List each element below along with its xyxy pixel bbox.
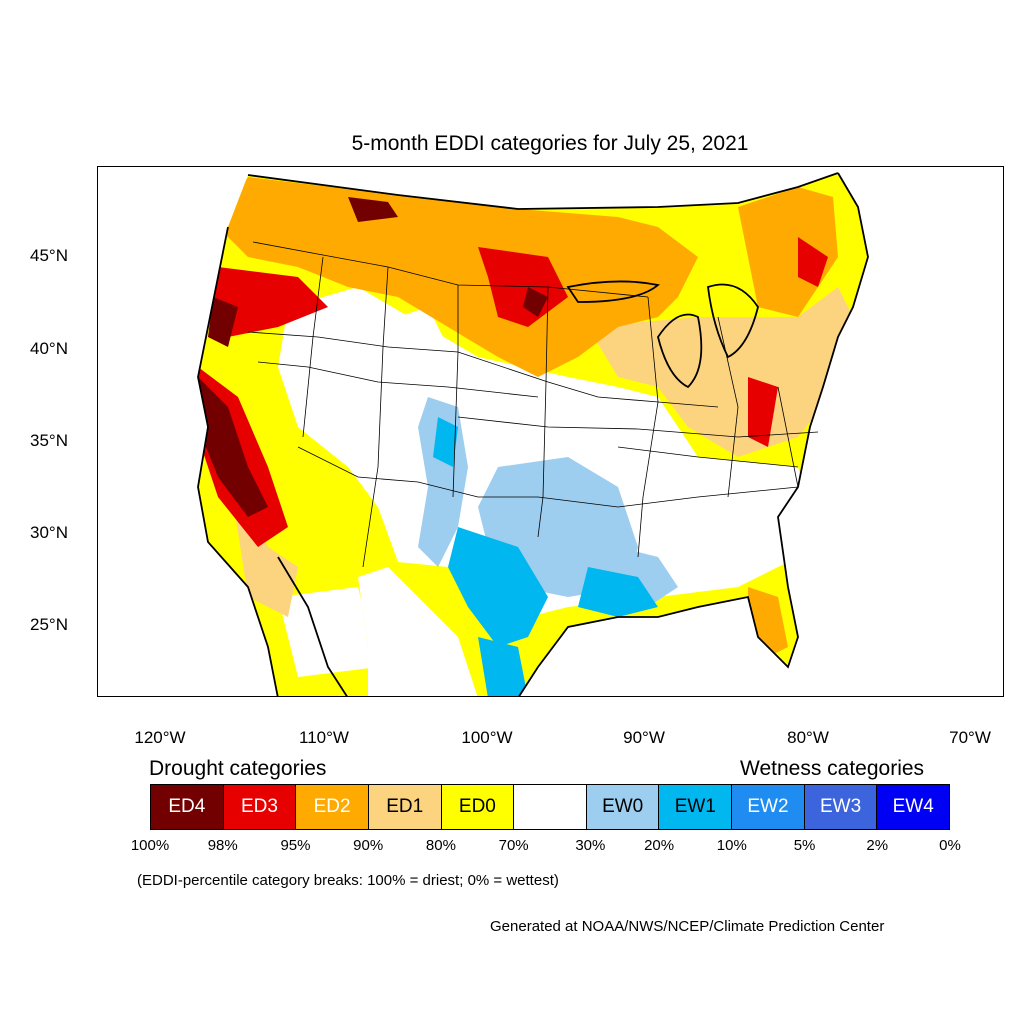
legend-break-label: 30% xyxy=(575,837,606,854)
lat-label-45: 45°N xyxy=(30,246,68,265)
legend-break-label: 80% xyxy=(425,837,456,854)
legend-swatch-ew1: EW1 xyxy=(659,785,733,829)
legend-break-label: 5% xyxy=(793,837,816,854)
wetness-title: Wetness categories xyxy=(740,757,925,780)
legend-swatch-ew4: EW4 xyxy=(877,785,950,829)
lat-label-30: 30°N xyxy=(30,523,68,542)
legend-break-label: 10% xyxy=(716,837,747,854)
lat-label-40: 40°N xyxy=(30,339,68,358)
lat-label-25: 25°N xyxy=(30,615,68,634)
credit-line: Generated at NOAA/NWS/NCEP/Climate Predi… xyxy=(490,918,885,935)
legend-swatch-ew3: EW3 xyxy=(804,785,878,829)
legend-break-label: 90% xyxy=(353,837,384,854)
legend-break-label: 70% xyxy=(498,837,529,854)
legend-break-label: 100% xyxy=(130,837,170,854)
lon-label-70: 70°W xyxy=(949,728,991,747)
legend-break-label: 95% xyxy=(280,837,311,854)
lon-label-110: 110°W xyxy=(299,728,349,747)
legend-break-label: 0% xyxy=(939,837,961,854)
legend-swatch-ed2: ED2 xyxy=(296,785,369,829)
coastlines xyxy=(197,172,869,696)
lon-label-100: 100°W xyxy=(461,728,513,747)
map-title: 5-month EDDI categories for July 25, 202… xyxy=(351,132,749,155)
legend-break-label: 98% xyxy=(207,837,238,854)
category-fields xyxy=(198,173,868,696)
legend-bar: ED4 ED3 ED2 ED1 ED0 EW0 EW1 EW2 EW3 EW4 xyxy=(150,784,950,830)
legend-swatch-ew2: EW2 xyxy=(732,785,805,829)
state-boundaries xyxy=(247,241,819,568)
legend-swatch-ed3: ED3 xyxy=(223,785,297,829)
legend-swatch-ew0: EW0 xyxy=(586,785,660,829)
drought-title: Drought categories xyxy=(149,757,327,780)
legend-swatch-ed4: ED4 xyxy=(151,785,224,829)
legend-swatch-ed1: ED1 xyxy=(368,785,442,829)
legend-break-label: 2% xyxy=(866,837,889,854)
legend-note: (EDDI-percentile category breaks: 100% =… xyxy=(137,872,559,889)
legend-swatch-normal xyxy=(514,785,587,829)
lon-label-90: 90°W xyxy=(623,728,665,747)
lon-label-80: 80°W xyxy=(787,728,829,747)
lat-label-35: 35°N xyxy=(30,431,68,450)
legend-break-label: 20% xyxy=(644,837,675,854)
map-canvas xyxy=(197,172,869,696)
lon-label-120: 120°W xyxy=(134,728,186,747)
legend-swatch-ed0: ED0 xyxy=(441,785,515,829)
eddi-map xyxy=(97,166,1004,697)
